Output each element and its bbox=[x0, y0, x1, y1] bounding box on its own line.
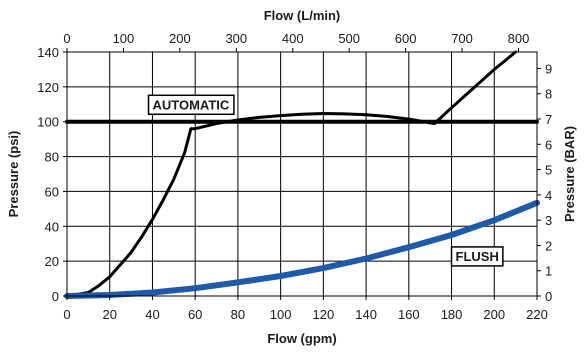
y-right-tick-label: 8 bbox=[545, 87, 552, 102]
series-layer bbox=[64, 50, 540, 299]
x-top-tick-label: 0 bbox=[63, 31, 70, 46]
y-left-tick-label: 80 bbox=[45, 150, 59, 165]
y-right-tick-label: 2 bbox=[545, 238, 552, 253]
y-right-axis-title: Pressure (BAR) bbox=[562, 126, 577, 222]
y-left-tick-label: 140 bbox=[37, 45, 59, 60]
x-top-axis-title: Flow (L/min) bbox=[264, 8, 341, 23]
automatic-label: AUTOMATIC bbox=[153, 97, 230, 112]
y-left-tick-label: 100 bbox=[37, 115, 59, 130]
y-right-tick-label: 3 bbox=[545, 213, 552, 228]
x-bottom-tick-label: 140 bbox=[355, 307, 377, 322]
x-top-tick-label: 200 bbox=[169, 31, 191, 46]
x-bottom-tick-label: 120 bbox=[313, 307, 335, 322]
x-top-tick-label: 800 bbox=[508, 31, 530, 46]
automatic-label-box bbox=[147, 94, 235, 116]
y-right-tick-label: 7 bbox=[545, 112, 552, 127]
y-left-tick-label: 40 bbox=[45, 219, 59, 234]
y-left-tick-label: 20 bbox=[45, 254, 59, 269]
y-right-tick-label: 6 bbox=[545, 137, 552, 152]
x-top-tick-label: 700 bbox=[451, 31, 473, 46]
x-top-tick-label: 600 bbox=[395, 31, 417, 46]
x-bottom-tick-label: 80 bbox=[231, 307, 245, 322]
y-right-tick-label: 5 bbox=[545, 163, 552, 178]
x-top-tick-label: 500 bbox=[338, 31, 360, 46]
flush-series-line bbox=[64, 199, 540, 299]
y-right-tick-label: 0 bbox=[545, 289, 552, 304]
x-bottom-tick-label: 180 bbox=[441, 307, 463, 322]
y-right-tick-label: 4 bbox=[545, 188, 552, 203]
x-top-tick-label: 100 bbox=[113, 31, 135, 46]
plot-frame bbox=[66, 51, 538, 297]
x-bottom-tick-label: 40 bbox=[145, 307, 159, 322]
x-bottom-tick-label: 200 bbox=[483, 307, 505, 322]
x-top-tick-label: 400 bbox=[282, 31, 304, 46]
y-right-tick-label: 9 bbox=[545, 61, 552, 76]
y-left-tick-label: 0 bbox=[52, 289, 59, 304]
x-bottom-tick-label: 60 bbox=[188, 307, 202, 322]
y-left-tick-label: 120 bbox=[37, 80, 59, 95]
y-right-tick-label: 1 bbox=[545, 264, 552, 279]
x-bottom-tick-label: 160 bbox=[398, 307, 420, 322]
x-bottom-tick-label: 20 bbox=[102, 307, 116, 322]
flush-label-box bbox=[450, 246, 504, 267]
x-top-tick-label: 300 bbox=[225, 31, 247, 46]
y-left-tick-label: 60 bbox=[45, 184, 59, 199]
y-left-axis-title: Pressure (psi) bbox=[6, 131, 21, 218]
x-bottom-tick-label: 220 bbox=[526, 307, 548, 322]
x-bottom-tick-label: 100 bbox=[270, 307, 292, 322]
automatic-series-line bbox=[65, 50, 518, 298]
x-bottom-tick-label: 0 bbox=[63, 307, 70, 322]
x-bottom-axis-title: Flow (gpm) bbox=[267, 331, 336, 346]
flush-label: FLUSH bbox=[456, 249, 499, 264]
annotations: AUTOMATIC FLUSH bbox=[147, 94, 504, 267]
